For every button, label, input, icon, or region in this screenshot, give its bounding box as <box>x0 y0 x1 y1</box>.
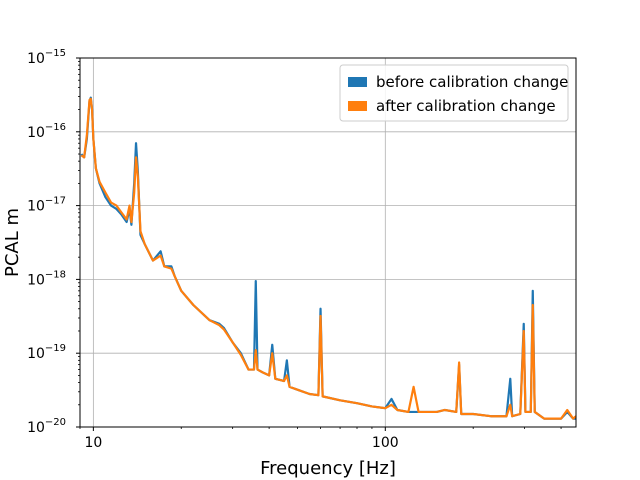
legend-box <box>339 64 569 122</box>
legend-swatch-1 <box>348 101 367 111</box>
x-axis-label: Frequency [Hz] <box>260 458 396 479</box>
x-tick-label: 10 <box>84 435 102 451</box>
y-tick-label: 10−17 <box>27 196 66 215</box>
y-axis-label: PCAL m <box>2 208 23 277</box>
legend: before calibration change after calibrati… <box>339 64 569 122</box>
axis-ticks: 10−20 10−19 10−18 10−17 10−16 10−15 10 100 <box>27 48 562 451</box>
y-tick-label: 10−19 <box>27 343 66 362</box>
y-tick-label: 10−20 <box>27 417 66 436</box>
y-tick-label: 10−16 <box>27 122 66 141</box>
x-tick-label: 100 <box>372 435 399 451</box>
legend-swatch-0 <box>348 77 367 87</box>
legend-label-1: after calibration change <box>376 97 556 115</box>
series-line-1 <box>80 97 576 420</box>
y-tick-label: 10−15 <box>27 48 66 67</box>
axes-frame <box>79 57 577 428</box>
plot-area <box>80 96 576 420</box>
y-tick-label: 10−18 <box>27 269 66 288</box>
legend-label-0: before calibration change <box>376 73 568 91</box>
